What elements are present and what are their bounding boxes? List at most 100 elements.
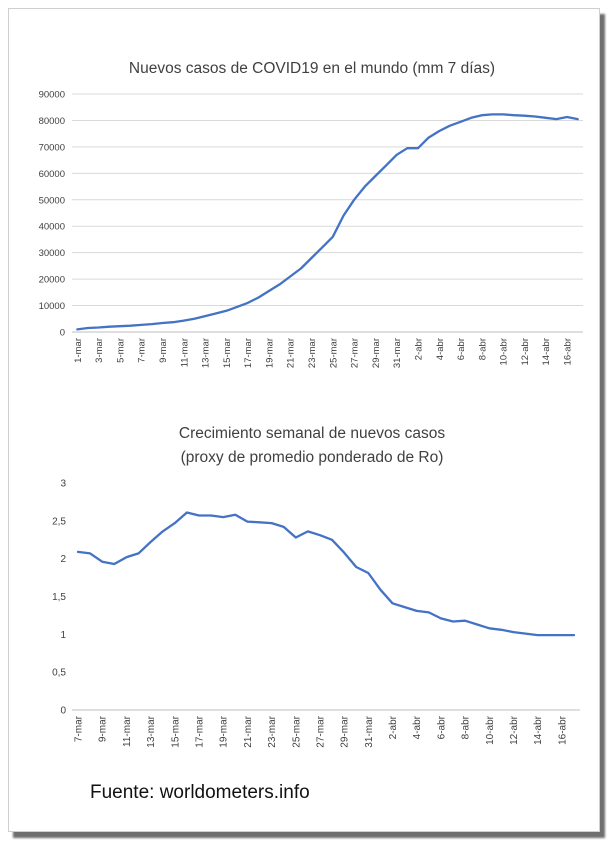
data-point [321,246,323,248]
x-tick-label: 6-abr [436,715,447,739]
data-point [310,257,313,259]
data-point [379,589,381,591]
data-point [523,115,526,117]
x-tick-label: 27-mar [315,715,326,747]
data-point [271,522,273,524]
data-point [257,297,259,299]
data-point [125,556,127,558]
y-tick-label: 80000 [39,116,65,127]
data-point [537,634,539,636]
data-point [404,606,406,608]
data-point [525,633,527,635]
data-point [331,539,333,541]
y-tick-label: 40000 [39,222,65,233]
x-tick-label: 8-abr [477,338,488,360]
x-tick-label: 25-mar [291,715,302,747]
data-point [222,516,224,518]
x-tick-label: 14-abr [541,338,552,365]
data-point [174,522,176,524]
data-point [440,617,442,619]
chart-title: Nuevos casos de COVID19 en el mundo (mm … [129,60,495,77]
data-point [225,310,227,312]
data-point [130,325,132,327]
data-point [343,552,345,554]
x-tick-label: 17-mar [195,715,206,747]
data-point [367,572,369,574]
data-point [449,125,451,127]
y-tick-label: 90000 [39,90,65,101]
data-point [577,118,579,120]
data-point [307,530,309,532]
data-point [119,325,121,327]
y-tick-label: 30000 [39,248,65,259]
data-point [98,326,100,329]
data-point [161,322,164,324]
data-point [406,147,408,149]
y-tick-label: 1 [60,630,66,641]
x-tick-label: 11-mar [122,715,133,747]
data-point [279,283,281,285]
y-tick-label: 60000 [39,169,65,180]
data-point [549,634,551,636]
data-point [162,530,164,532]
x-tick-label: 4-abr [435,338,446,360]
y-tick-label: 0 [60,706,66,717]
data-point [545,117,547,119]
x-tick-label: 13-mar [146,715,157,747]
x-tick-label: 23-mar [307,338,318,368]
x-tick-label: 10-abr [499,338,510,365]
data-point [215,312,217,315]
data-point [113,563,115,565]
data-point [416,610,418,612]
y-tick-label: 70000 [39,142,65,153]
data-point [488,627,490,629]
data-point [295,536,297,539]
x-tick-label: 16-abr [557,715,568,745]
data-point [268,290,270,292]
x-tick-label: 7-mar [74,715,85,742]
data-point [481,114,483,116]
figure-frame [8,8,600,832]
data-point [76,328,78,330]
x-tick-label: 31-mar [364,715,375,747]
data-point [204,315,206,317]
data-point [236,306,238,308]
data-point [332,236,334,238]
data-point [77,551,79,553]
y-tick-label: 3 [60,479,66,490]
x-tick-label: 23-mar [267,715,278,747]
data-point [150,541,152,543]
data-point [89,552,91,554]
data-point [300,267,302,270]
data-point [491,113,494,115]
data-point [374,175,376,177]
x-tick-label: 10-abr [485,715,496,745]
covid-new-cases-chart: Nuevos casos de COVID19 en el mundo (mm … [39,60,583,368]
chart-subtitle: (proxy de promedio ponderado de Ro) [181,449,444,466]
data-point [355,566,357,568]
y-tick-label: 10000 [39,301,65,312]
x-tick-label: 11-mar [179,338,190,367]
data-point [428,611,430,613]
data-point [283,526,285,528]
x-tick-label: 7-mar [137,338,148,363]
data-point [289,275,291,278]
data-point [573,634,575,636]
x-tick-label: 3-mar [94,338,105,363]
x-tick-label: 5-mar [115,338,126,363]
data-point [183,320,185,322]
x-tick-label: 19-mar [219,715,230,747]
series-line [76,511,576,637]
x-tick-label: 6-abr [456,338,467,360]
y-tick-label: 2 [60,554,66,565]
x-tick-label: 12-abr [509,715,520,745]
data-point [186,511,188,514]
x-tick-label: 1-mar [73,338,84,363]
x-tick-label: 15-mar [222,338,233,368]
x-tick-label: 14-abr [533,715,544,745]
data-point [460,121,462,123]
x-tick-label: 25-mar [328,338,339,368]
data-point [258,521,261,523]
data-point [561,634,563,636]
x-tick-label: 27-mar [350,338,361,368]
